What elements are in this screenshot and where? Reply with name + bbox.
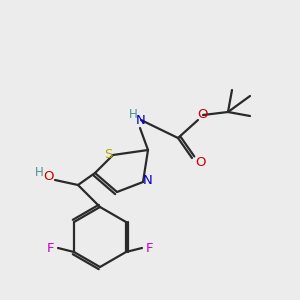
Text: N: N: [143, 173, 153, 187]
Text: O: O: [198, 109, 208, 122]
Text: O: O: [43, 170, 53, 184]
Text: N: N: [136, 113, 146, 127]
Text: H: H: [34, 166, 43, 178]
Text: H: H: [129, 109, 137, 122]
Text: F: F: [46, 242, 54, 254]
Text: F: F: [146, 242, 154, 254]
Text: S: S: [104, 148, 112, 161]
Text: O: O: [195, 155, 205, 169]
